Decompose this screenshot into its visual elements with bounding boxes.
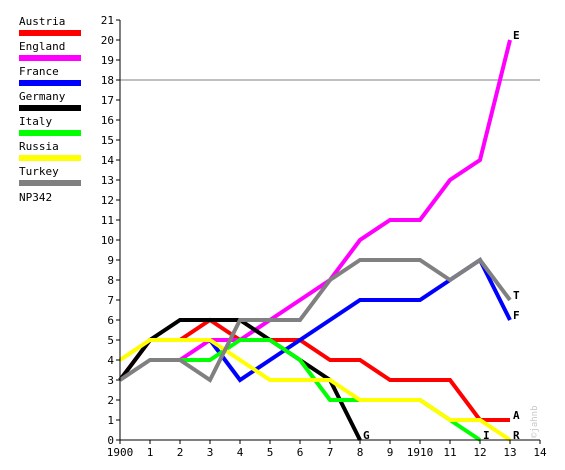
- legend-label-turkey: Turkey: [19, 165, 59, 178]
- y-tick-label: 12: [101, 194, 114, 207]
- x-tick-label: 9: [387, 446, 394, 459]
- legend-swatch-italy: [19, 130, 81, 136]
- x-tick-label: 3: [207, 446, 214, 459]
- legend-label-france: France: [19, 65, 59, 78]
- series-line-turkey: [118, 257, 512, 383]
- y-tick-label: 16: [101, 114, 114, 127]
- legend-extra-text: NP342: [19, 191, 52, 204]
- series-line-austria: [118, 317, 510, 422]
- series-end-labels: A E F G I R T: [363, 29, 520, 442]
- y-tick-label: 0: [107, 434, 114, 447]
- y-tick-label: 1: [107, 414, 114, 427]
- y-tick-label: 13: [101, 174, 114, 187]
- legend-label-england: England: [19, 40, 65, 53]
- axes: [119, 20, 540, 441]
- y-tick-label: 7: [107, 294, 114, 307]
- x-tick-label: 1900: [107, 446, 134, 459]
- x-tick-label: 12: [473, 446, 486, 459]
- end-label-russia: R: [513, 429, 520, 442]
- end-label-france: F: [513, 309, 520, 322]
- legend-swatch-turkey: [19, 180, 81, 186]
- legend-label-russia: Russia: [19, 140, 59, 153]
- y-tick-label: 4: [107, 354, 114, 367]
- end-label-england: E: [513, 29, 520, 42]
- x-tick-label: 11: [443, 446, 456, 459]
- y-tick-label: 11: [101, 214, 114, 227]
- y-tick-label: 5: [107, 334, 114, 347]
- y-tick-label: 10: [101, 234, 114, 247]
- series-line-italy: [180, 338, 482, 442]
- series-line-russia: [118, 338, 512, 442]
- legend-swatch-austria: [19, 30, 81, 36]
- watermark: ©jahnb: [530, 405, 540, 438]
- x-tick-label: 5: [267, 446, 274, 459]
- end-label-austria: A: [513, 409, 520, 422]
- y-tick-label: 19: [101, 54, 114, 67]
- y-tick-label: 8: [107, 274, 114, 287]
- legend: Austria England France Germany Italy Russia Tu…: [19, 15, 81, 186]
- legend-label-germany: Germany: [19, 90, 66, 103]
- legend-label-italy: Italy: [19, 115, 52, 128]
- x-tick-label: 1: [147, 446, 154, 459]
- y-tick-label: 17: [101, 94, 114, 107]
- y-tick-label: 21: [101, 14, 114, 27]
- y-tick-label: 9: [107, 254, 114, 267]
- y-tick-label: 20: [101, 34, 114, 47]
- legend-swatch-england: [19, 55, 81, 61]
- x-tick-label: 6: [297, 446, 304, 459]
- legend-swatch-germany: [19, 105, 81, 111]
- x-tick-label: 8: [357, 446, 364, 459]
- x-tick-label: 13: [503, 446, 516, 459]
- end-label-italy: I: [483, 429, 490, 442]
- y-tick-label: 6: [107, 314, 114, 327]
- legend-swatch-russia: [19, 155, 81, 161]
- x-tick-label: 1910: [407, 446, 434, 459]
- y-tick-label: 14: [101, 154, 115, 167]
- legend-label-austria: Austria: [19, 15, 65, 28]
- end-label-turkey: T: [513, 289, 520, 302]
- x-axis-ticks: 1900 1 2 3 4 5 6 7 8 9 1910 11 12 13 14: [107, 440, 547, 459]
- x-tick-label: 4: [237, 446, 244, 459]
- x-tick-label: 14: [533, 446, 547, 459]
- series-lines: [118, 39, 512, 442]
- x-tick-label: 2: [177, 446, 184, 459]
- series-line-england: [178, 39, 512, 362]
- x-tick-label: 7: [327, 446, 334, 459]
- legend-swatch-france: [19, 80, 81, 86]
- y-tick-label: 3: [107, 374, 114, 387]
- y-tick-label: 2: [107, 394, 114, 407]
- y-tick-label: 15: [101, 134, 114, 147]
- end-label-germany: G: [363, 429, 370, 442]
- y-tick-label: 18: [101, 74, 114, 87]
